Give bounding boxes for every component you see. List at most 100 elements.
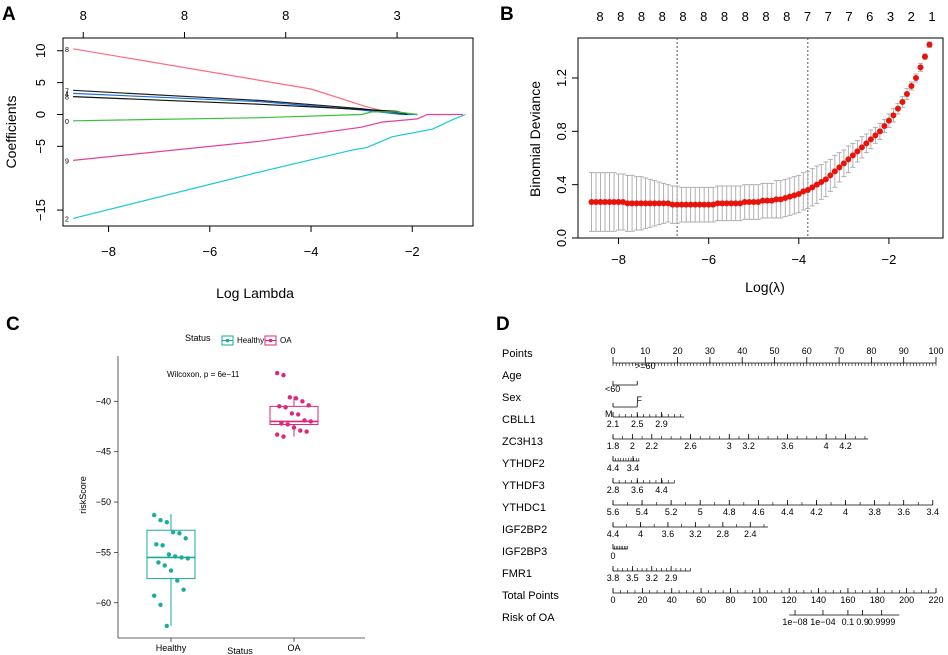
panel-d-tick-label: 160 — [840, 595, 855, 605]
panel-d-tick-label: 20 — [637, 595, 647, 605]
panel-a-axes: −8 −6 −4 −2 10 5 0 −5 −15 8 8 8 3 — [33, 8, 420, 259]
panel-c-point — [183, 536, 188, 541]
panel-d-tick-label: 1e−04 — [810, 617, 835, 627]
panel-b-frame — [577, 37, 944, 239]
panel-c-point — [287, 395, 292, 400]
panel-b-point — [831, 168, 838, 175]
panel-d-tick-label: 4 — [843, 507, 848, 517]
panel-b-point — [764, 197, 771, 204]
panel-b-point — [660, 200, 667, 207]
panel-b-point — [593, 199, 600, 205]
panel-c-point — [158, 517, 163, 523]
panel-c-y-tick-label: −55 — [96, 547, 111, 557]
panel-c-point — [158, 602, 163, 607]
panel-d-tick-label: 1e−08 — [782, 617, 807, 627]
panel-letter-d: D — [496, 314, 510, 335]
panel-b-point — [741, 199, 748, 205]
panel-d-tick-label: F — [636, 395, 642, 405]
panel-b-point — [710, 201, 717, 208]
panel-d-tick-label: 4.4 — [781, 507, 794, 517]
panel-d-tick-label: 30 — [705, 346, 715, 356]
panel-d-tick-label: 2 — [630, 441, 635, 451]
panel-c-point — [281, 434, 286, 439]
panel-d-tick-label: 80 — [866, 346, 876, 356]
panel-b-x-tick-label: −8 — [611, 252, 626, 267]
panel-c-legend-label: Healthy — [237, 336, 264, 345]
panel-d-tick-label: 20 — [673, 346, 683, 356]
panel-b-point — [827, 172, 834, 179]
panel-letter-a: A — [2, 4, 16, 25]
panel-d-tick-label: 2.6 — [684, 441, 697, 451]
panel-d-tick-label: 5 — [698, 507, 703, 517]
panel-d-tick-label: 3 — [727, 441, 732, 451]
panel-b-y-tick-label: 0.4 — [554, 176, 569, 194]
panel-d-row-label: Risk of OA — [502, 612, 555, 624]
panel-d-row-label: ZC3H13 — [502, 436, 543, 448]
panel-d-plot-group: Points 0 10 20 30 40 50 60 70 80 90 100Age<60>=60Se… — [502, 346, 944, 627]
panel-d-tick-label: 60 — [802, 346, 812, 356]
panel-c-point — [179, 555, 184, 560]
panel-letter-c: C — [6, 314, 20, 335]
panel-b-point — [777, 196, 784, 203]
panel-b-axes: −8 −6 −4 −20.00.40.81.28 8 8 8 8 8 8 8 8 8 7 7 7 6 3 2 1 — [554, 9, 936, 267]
panel-d-row-label: YTHDF3 — [502, 480, 545, 492]
panel-d-tick-label: 0.9 — [856, 617, 869, 627]
panel-d-tick-label: 4.8 — [723, 507, 736, 517]
panel-a-ylabel: Coefficients — [3, 96, 19, 169]
panel-d-tick-label: 180 — [870, 595, 885, 605]
panel-c-point — [162, 563, 167, 568]
panel-b-top-tick-label: 3 — [887, 9, 894, 24]
panel-a-top-tick-label: 8 — [282, 8, 289, 23]
panel-b-top-tick-label: 8 — [638, 9, 645, 24]
panel-b-point — [858, 144, 865, 151]
panel-c-legend-title: Status — [185, 333, 211, 343]
panel-a-line-end-label: 2 — [65, 216, 69, 223]
panel-d-tick-label: 3.6 — [662, 529, 675, 539]
panel-b-top-tick-label: 8 — [721, 9, 728, 24]
panel-d-tick-label: 2.2 — [646, 441, 659, 451]
panel-a-top-tick-label: 8 — [181, 8, 188, 23]
panel-b-point — [750, 199, 757, 205]
panel-d-row-label: IGF2BP2 — [502, 524, 547, 536]
panel-b-y-tick-label: 0.0 — [554, 229, 569, 247]
panel-c-legend-label: OA — [280, 336, 292, 345]
panel-d-tick-label: 80 — [725, 595, 735, 605]
panel-d-tick-label: 60 — [696, 595, 706, 605]
panel-b-point — [890, 112, 897, 119]
panel-a-series-line-0 — [73, 48, 418, 116]
panel-a-x-tick-label: −8 — [101, 244, 116, 259]
panel-b-point — [732, 200, 739, 207]
panel-d-tick-label: 90 — [899, 346, 909, 356]
panel-d-tick-label: 200 — [899, 595, 914, 605]
panel-b-point — [845, 156, 852, 163]
panel-b-top-tick-label: 8 — [762, 9, 769, 24]
panel-a-line-end-label: 4 — [65, 91, 69, 98]
panel-b-point — [723, 200, 730, 207]
panel-b-point — [786, 193, 793, 200]
panel-a-x-tick-label: −2 — [405, 244, 420, 259]
panel-a-line-end-label: 9 — [65, 158, 69, 165]
panel-b-point — [872, 132, 879, 139]
panel-b-y-tick-label: 1.2 — [554, 69, 569, 87]
panel-b-point — [867, 136, 874, 143]
panel-b-top-tick-label: 8 — [659, 9, 666, 24]
panel-b-point — [687, 201, 694, 208]
panel-c-legend-key-dot — [268, 338, 273, 343]
panel-c-point — [275, 432, 280, 437]
panel-b-point — [669, 201, 676, 208]
panel-d-tick-label: 4 — [638, 529, 643, 539]
panel-b-point — [692, 201, 699, 208]
panel-c-point — [160, 543, 165, 548]
panel-d-tick-label: 4.4 — [607, 529, 620, 539]
panel-b-point — [737, 200, 744, 207]
panel-c-point — [185, 556, 190, 561]
panel-a-x-tick-label: −6 — [202, 244, 217, 259]
panel-d-tick-label: 2.1 — [607, 419, 620, 429]
panel-c-point — [293, 396, 299, 401]
panel-d-tick-label: 3.6 — [897, 507, 910, 517]
panel-c-y-tick-label: −50 — [96, 497, 111, 507]
panel-b-ylabel: Binomial Deviance — [527, 81, 543, 197]
panel-d-tick-label: 2.8 — [717, 529, 730, 539]
panel-b-point — [678, 201, 685, 208]
